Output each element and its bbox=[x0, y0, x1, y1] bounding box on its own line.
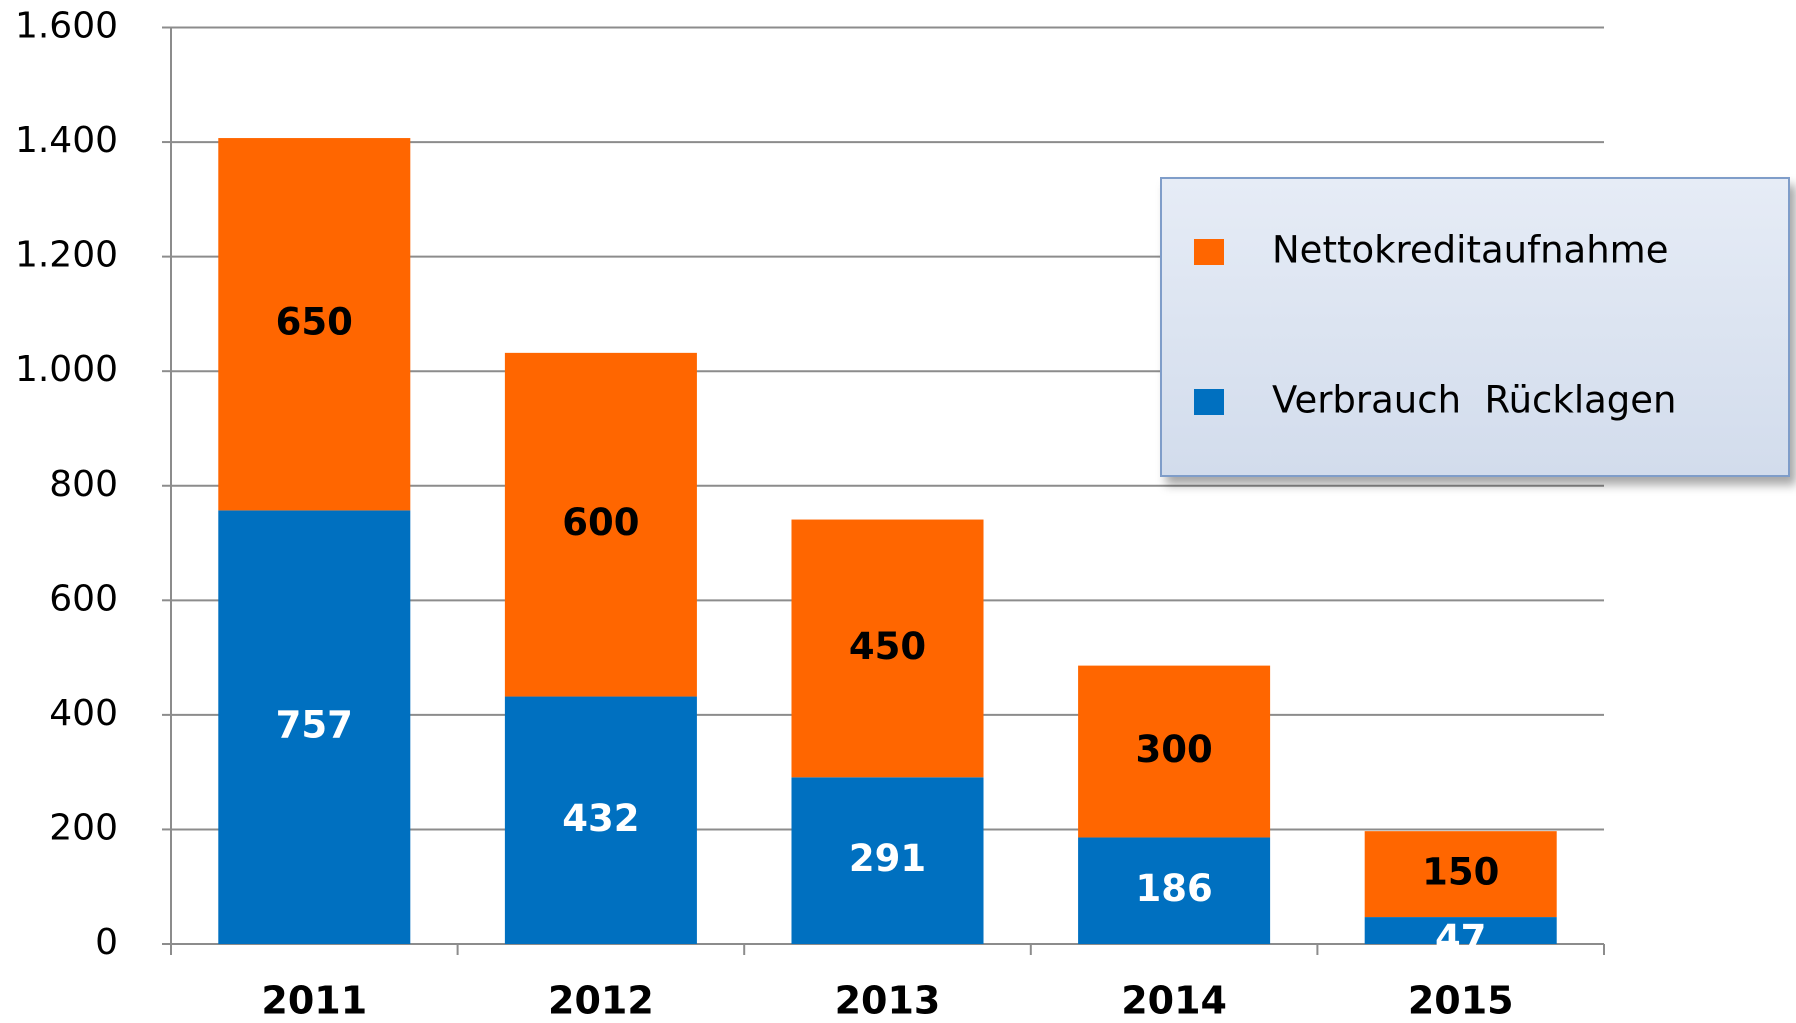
x-tick-label: 2014 bbox=[1121, 979, 1227, 1023]
data-label: 291 bbox=[849, 837, 926, 880]
data-label: 450 bbox=[849, 625, 926, 668]
data-label: 150 bbox=[1422, 851, 1499, 894]
data-label: 300 bbox=[1135, 728, 1212, 771]
bar-segment bbox=[504, 696, 697, 944]
y-tick-label: 800 bbox=[49, 464, 118, 505]
data-label: 600 bbox=[562, 501, 639, 544]
data-label: 432 bbox=[562, 797, 639, 840]
legend-label: Nettokreditaufnahme bbox=[1272, 229, 1669, 272]
legend-label: Verbrauch Rücklagen bbox=[1272, 379, 1676, 422]
x-tick-label: 2015 bbox=[1408, 979, 1514, 1023]
legend-swatch bbox=[1194, 389, 1224, 415]
bar-segment bbox=[218, 510, 411, 944]
legend-swatch bbox=[1194, 239, 1224, 265]
x-tick-label: 2013 bbox=[835, 979, 941, 1023]
bar-segment bbox=[791, 777, 984, 944]
y-tick-label: 0 bbox=[95, 922, 118, 963]
y-tick-label: 1.400 bbox=[15, 120, 118, 161]
bar-segment bbox=[218, 138, 411, 511]
data-label: 47 bbox=[1435, 917, 1487, 960]
bar-segment bbox=[1364, 917, 1557, 944]
y-tick-label: 1.200 bbox=[15, 235, 118, 276]
bar-segment bbox=[504, 352, 697, 697]
bar-segment bbox=[1078, 665, 1271, 838]
data-label: 757 bbox=[276, 704, 353, 747]
y-tick-label: 600 bbox=[49, 578, 118, 619]
bar-segment bbox=[1078, 837, 1271, 944]
y-tick-label: 400 bbox=[49, 693, 118, 734]
bar-segment bbox=[1364, 831, 1557, 918]
data-label: 186 bbox=[1135, 867, 1212, 910]
y-tick-label: 200 bbox=[49, 807, 118, 848]
x-tick-label: 2011 bbox=[261, 979, 367, 1023]
y-tick-label: 1.600 bbox=[15, 6, 118, 47]
y-tick-label: 1.000 bbox=[15, 349, 118, 390]
data-label: 650 bbox=[276, 301, 353, 344]
bar-segment bbox=[791, 519, 984, 778]
x-tick-label: 2012 bbox=[548, 979, 654, 1023]
legend-box bbox=[1160, 177, 1790, 477]
